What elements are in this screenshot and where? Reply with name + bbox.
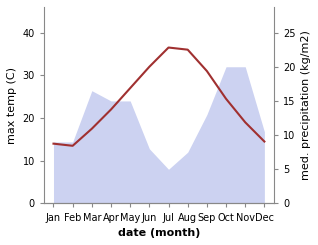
X-axis label: date (month): date (month) bbox=[118, 228, 200, 238]
Y-axis label: max temp (C): max temp (C) bbox=[7, 67, 17, 144]
Y-axis label: med. precipitation (kg/m2): med. precipitation (kg/m2) bbox=[301, 30, 311, 180]
